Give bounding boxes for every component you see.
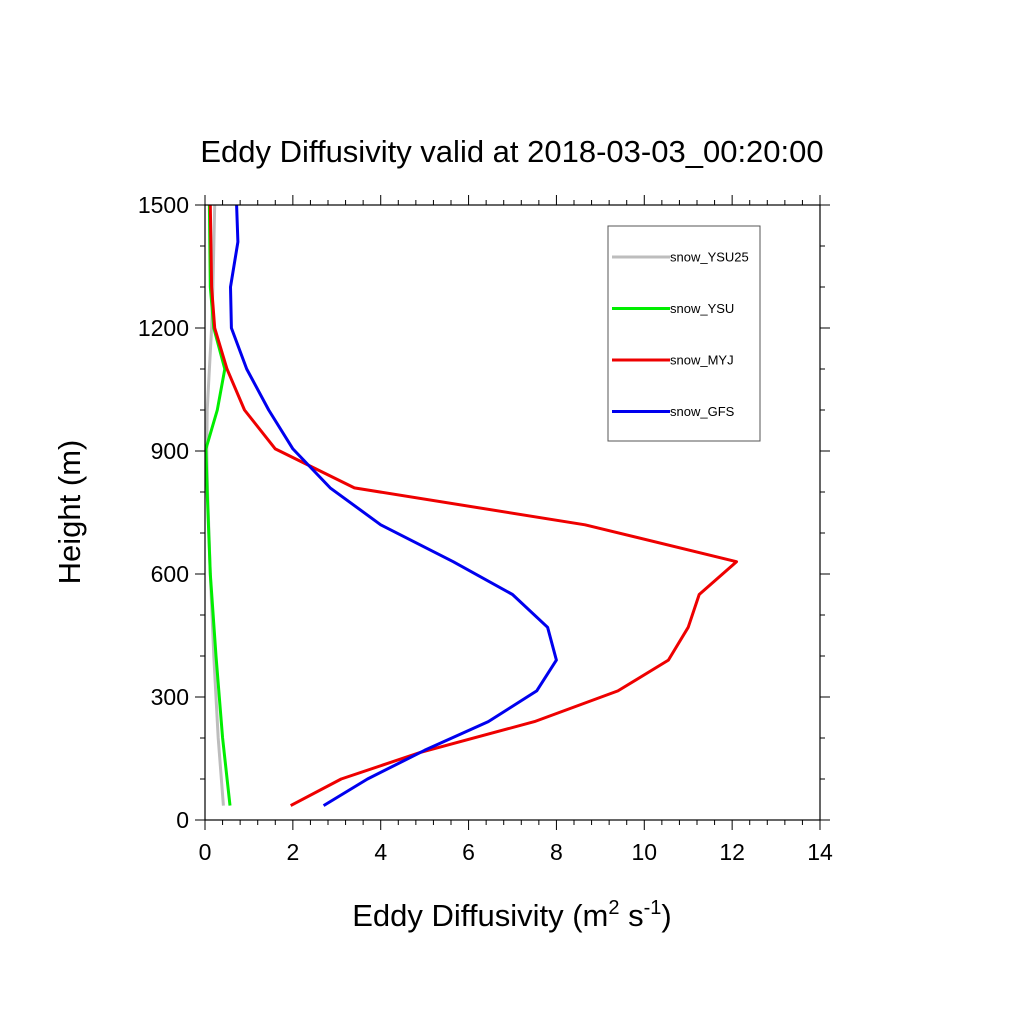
x-axis-label-mid: s bbox=[619, 898, 643, 933]
chart-title: Eddy Diffusivity valid at 2018-03-03_00:… bbox=[200, 134, 823, 169]
x-tick-label: 12 bbox=[719, 839, 745, 865]
x-axis-label: Eddy Diffusivity (m2 s-1) bbox=[352, 897, 671, 933]
x-tick-label: 0 bbox=[199, 839, 212, 865]
series-line-snow_YSU25 bbox=[205, 204, 225, 806]
y-tick-label: 0 bbox=[176, 807, 189, 833]
plot-frame bbox=[204, 204, 821, 821]
y-tick-label: 1200 bbox=[138, 315, 189, 341]
x-tick-label: 10 bbox=[631, 839, 657, 865]
y-axis-label: Height (m) bbox=[52, 440, 87, 585]
legend-label-snow_GFS: snow_GFS bbox=[670, 404, 735, 419]
y-tick-label: 600 bbox=[151, 561, 189, 587]
x-tick-label: 8 bbox=[550, 839, 563, 865]
legend: snow_YSU25 snow_YSU snow_MYJ snow_GFS bbox=[607, 225, 761, 442]
x-axis-label-end: ) bbox=[661, 898, 671, 933]
y-tick-label: 1500 bbox=[138, 192, 189, 218]
legend-box bbox=[607, 225, 761, 442]
series-line-snow_GFS bbox=[229, 204, 558, 807]
x-tick-label: 2 bbox=[286, 839, 299, 865]
x-tick-label: 4 bbox=[374, 839, 387, 865]
series-line-snow_MYJ bbox=[208, 204, 738, 807]
legend-label-snow_MYJ: snow_MYJ bbox=[670, 353, 734, 368]
x-axis-label-exponent-2: -1 bbox=[644, 897, 662, 919]
x-axis-label-base: Eddy Diffusivity (m bbox=[352, 898, 608, 933]
x-tick-label: 14 bbox=[807, 839, 833, 865]
y-tick-label: 300 bbox=[151, 684, 189, 710]
x-axis-label-exponent-1: 2 bbox=[608, 897, 619, 919]
legend-label-snow_YSU25: snow_YSU25 bbox=[670, 250, 749, 265]
chart-axes: 0 2 4 6 8 10 12 14 0 300 600 900 1200 1500 bbox=[138, 192, 833, 865]
x-tick-label: 6 bbox=[462, 839, 475, 865]
y-tick-label: 900 bbox=[151, 438, 189, 464]
chart-marks bbox=[204, 204, 738, 807]
legend-label-snow_YSU: snow_YSU bbox=[670, 301, 734, 316]
